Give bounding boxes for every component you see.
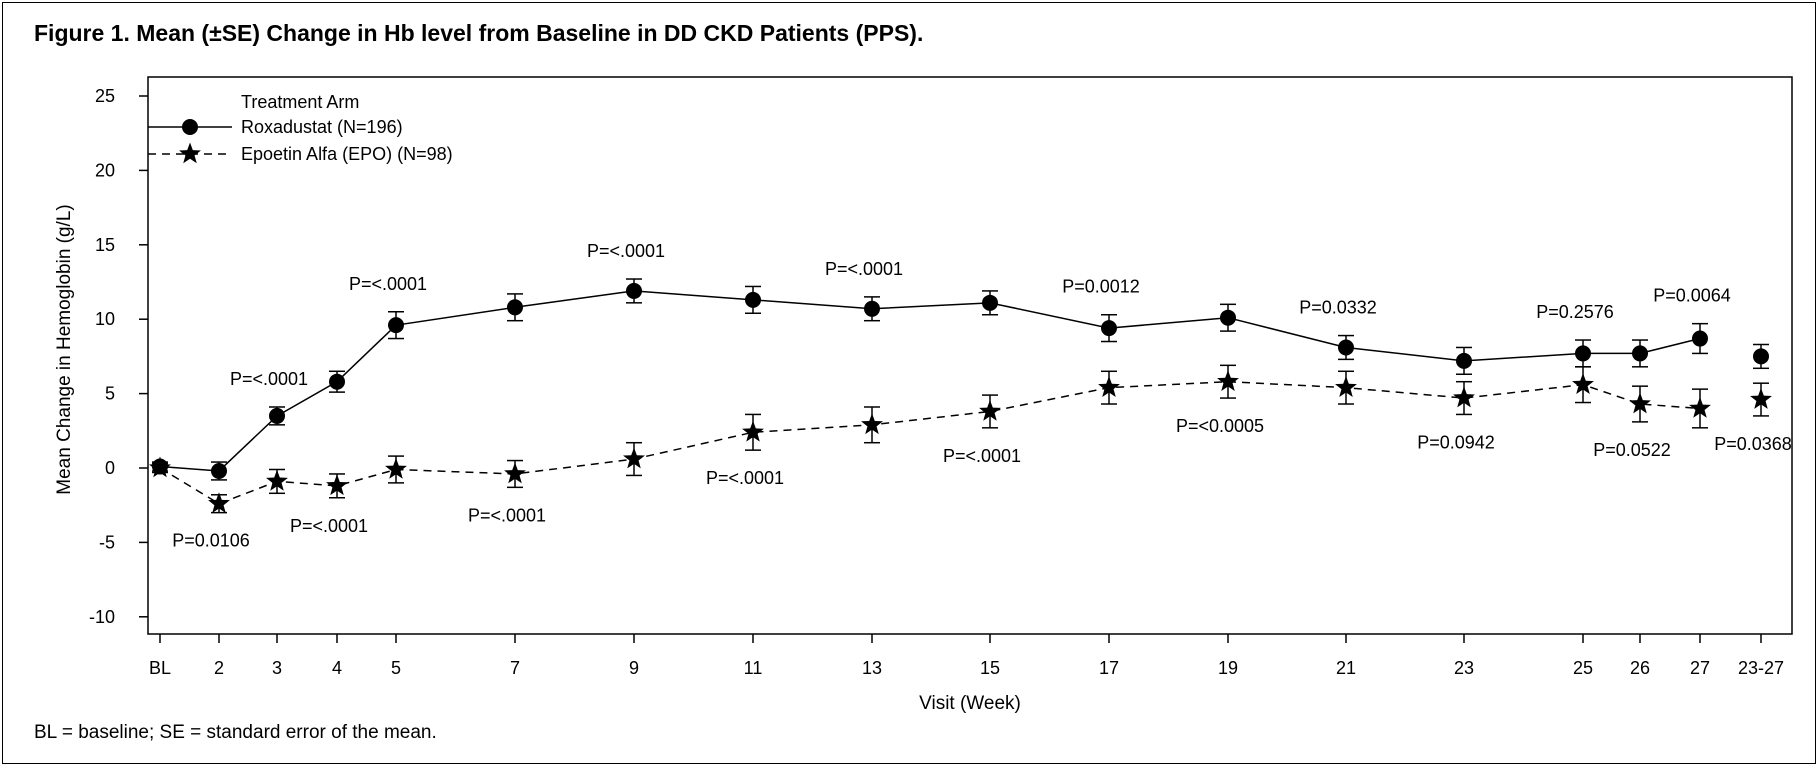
p-value-annotation: P=0.2576 xyxy=(1536,302,1614,322)
y-axis-label: Mean Change in Hemoglobin (g/L) xyxy=(54,204,75,494)
series-epoetin-alfa xyxy=(149,364,1772,514)
figure-title: Figure 1. Mean (±SE) Change in Hb level … xyxy=(34,20,924,46)
legend-marker-roxadustat xyxy=(182,119,198,135)
x-tick-label: 25 xyxy=(1573,658,1593,678)
y-tick-label: 20 xyxy=(95,160,115,180)
data-point xyxy=(329,373,345,390)
data-point xyxy=(1220,309,1236,326)
x-tick-label: 4 xyxy=(332,658,342,678)
y-tick-label: 10 xyxy=(95,309,115,329)
p-value-annotation: P=<.0001 xyxy=(349,274,427,294)
data-point xyxy=(1101,320,1117,337)
x-tick-label: 11 xyxy=(744,658,763,678)
legend-marker-epoetin xyxy=(179,142,201,164)
p-value-annotation: P=0.0106 xyxy=(172,531,250,551)
plot-frame xyxy=(147,76,1793,635)
x-tick-label: BL xyxy=(149,658,171,678)
data-point xyxy=(745,291,761,308)
p-value-annotation: P=0.0332 xyxy=(1299,298,1377,318)
data-point xyxy=(1098,376,1120,397)
data-point xyxy=(861,413,883,435)
x-axis-label: Visit (Week) xyxy=(919,693,1021,714)
data-point xyxy=(626,282,642,299)
data-point xyxy=(623,447,645,469)
footnote: BL = baseline; SE = standard error of th… xyxy=(34,722,437,743)
annotations: P=0.0106 P=<.0001 P=<.0001 P=<.0001 P=<.0001… xyxy=(172,241,1792,551)
p-value-annotation: P=<.0001 xyxy=(825,259,903,279)
x-tick-label: 9 xyxy=(629,658,639,678)
data-point xyxy=(1632,345,1648,362)
data-point xyxy=(149,456,171,478)
p-value-annotation: P=<.0001 xyxy=(468,505,546,525)
x-tick-label: 23 xyxy=(1454,658,1474,678)
p-value-annotation: P=<.0001 xyxy=(230,369,308,389)
p-value-annotation: P=0.0942 xyxy=(1417,432,1495,452)
data-point xyxy=(1750,388,1772,409)
x-tick-label: 17 xyxy=(1099,658,1119,678)
p-value-annotation: P=0.0012 xyxy=(1062,277,1140,297)
data-point xyxy=(742,420,764,442)
x-tick-label: 2 xyxy=(214,658,224,678)
x-tick-label: 7 xyxy=(510,658,520,678)
legend-label-roxadustat: Roxadustat (N=196) xyxy=(241,117,403,137)
p-value-annotation: P=<.0001 xyxy=(587,241,665,261)
data-point xyxy=(1753,348,1769,365)
x-tick-label: 21 xyxy=(1336,658,1356,678)
p-value-annotation: P=0.0064 xyxy=(1653,286,1731,306)
legend-title: Treatment Arm xyxy=(241,92,359,112)
p-value-annotation: P=0.0368 xyxy=(1714,434,1792,454)
p-value-annotation: P=0.0522 xyxy=(1593,440,1671,460)
x-tick-label: 27 xyxy=(1690,658,1710,678)
data-point xyxy=(211,462,227,479)
y-tick-label: -5 xyxy=(99,532,115,552)
p-value-annotation: P=<.0001 xyxy=(706,468,784,488)
data-point xyxy=(1692,330,1708,347)
data-point xyxy=(982,294,998,311)
legend: Treatment Arm Roxadustat (N=196) Epoetin A… xyxy=(148,92,453,164)
x-tick-label: 19 xyxy=(1218,658,1238,678)
x-tick-label: 15 xyxy=(980,658,1000,678)
data-point xyxy=(979,399,1001,421)
x-tick-label: 26 xyxy=(1630,658,1650,678)
y-tick-label: 0 xyxy=(105,458,115,478)
data-point xyxy=(266,469,288,491)
data-point xyxy=(1575,345,1591,362)
p-value-annotation: P=<.0001 xyxy=(290,516,368,536)
data-point xyxy=(864,300,880,317)
y-tick-label: 15 xyxy=(95,235,115,255)
data-point xyxy=(1335,376,1357,397)
data-point xyxy=(1217,370,1239,391)
data-point xyxy=(1689,396,1711,418)
series-layer xyxy=(149,278,1772,514)
data-point xyxy=(326,474,348,496)
data-point xyxy=(269,407,285,424)
legend-label-epoetin: Epoetin Alfa (EPO) (N=98) xyxy=(241,144,453,164)
data-point xyxy=(507,299,523,316)
data-point xyxy=(1629,392,1651,414)
data-point xyxy=(1456,352,1472,369)
data-point xyxy=(1338,339,1354,356)
y-tick-label: -10 xyxy=(89,607,115,627)
data-point xyxy=(1572,373,1594,394)
data-point xyxy=(504,462,526,484)
x-tick-label: 5 xyxy=(391,658,401,678)
data-point xyxy=(388,317,404,334)
y-tick-label: 5 xyxy=(105,384,115,404)
data-point xyxy=(208,492,230,514)
data-point xyxy=(1453,386,1475,408)
x-tick-label: 13 xyxy=(862,658,882,678)
p-value-annotation: P=<0.0005 xyxy=(1176,416,1264,436)
y-tick-label: 25 xyxy=(95,86,115,106)
data-point xyxy=(385,457,407,479)
x-tick-label: 23-27 xyxy=(1738,658,1784,678)
p-value-annotation: P=<.0001 xyxy=(943,446,1021,466)
x-tick-label: 3 xyxy=(272,658,282,678)
